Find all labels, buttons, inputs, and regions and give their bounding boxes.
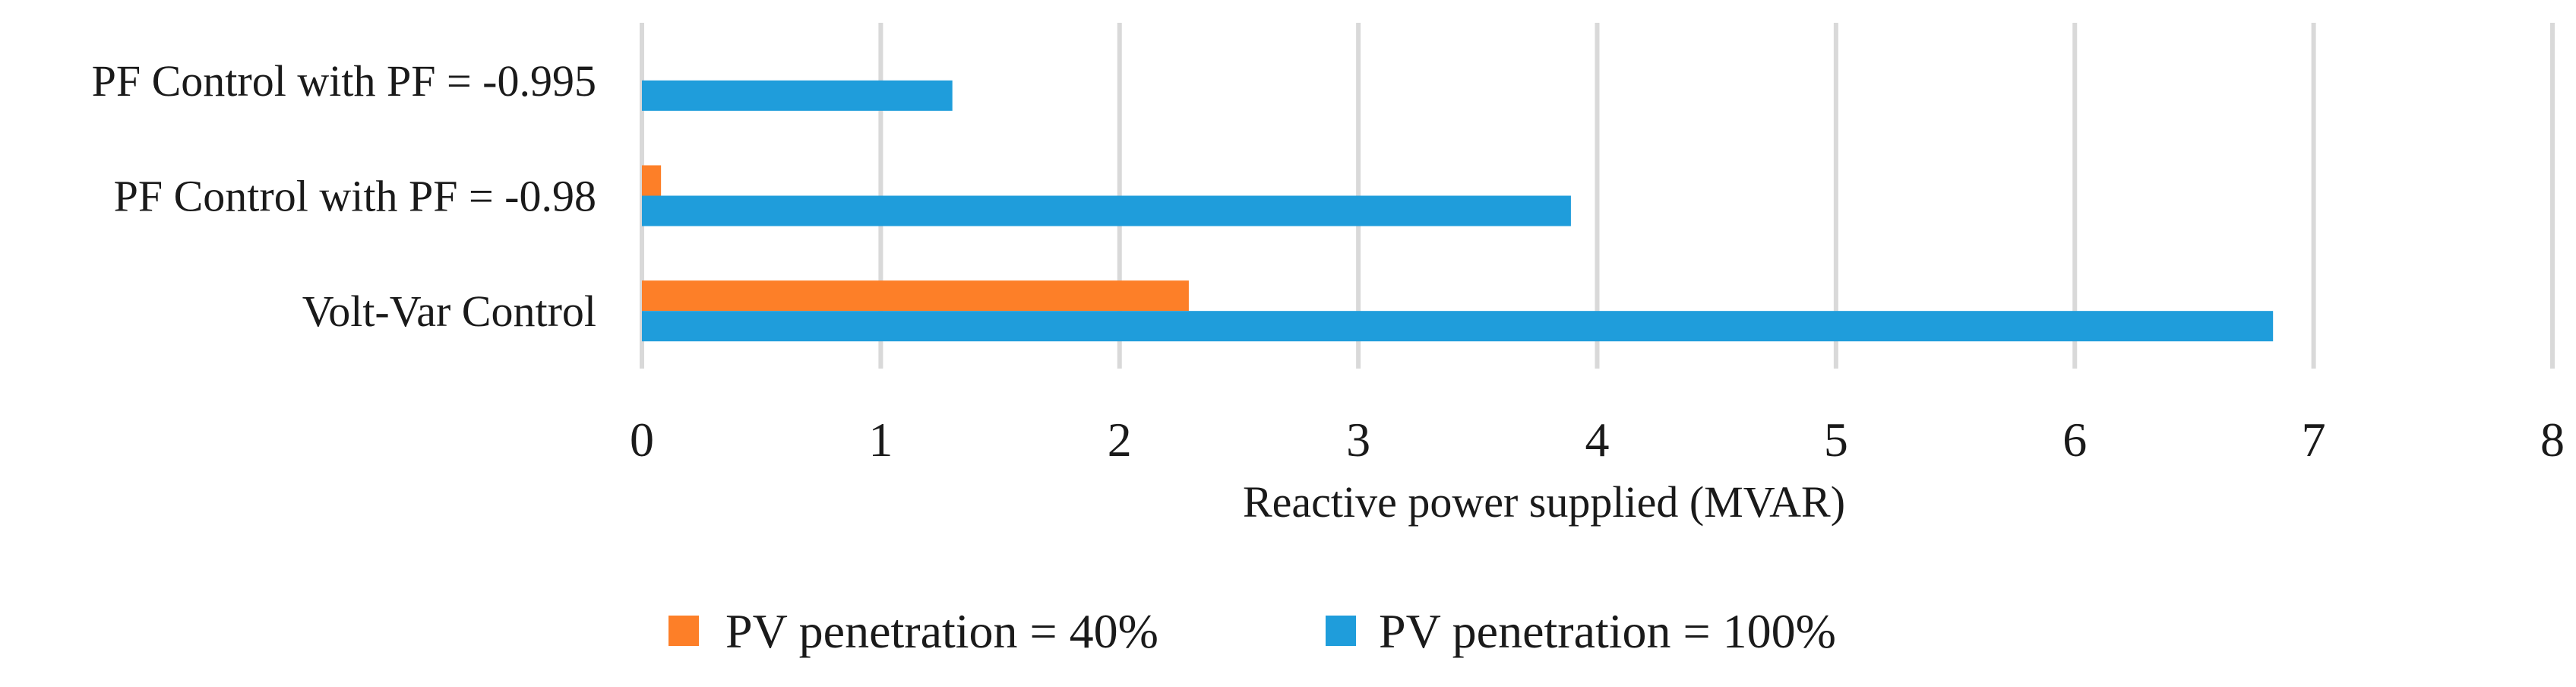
- legend: PV penetration = 40% PV penetration = 100…: [668, 604, 1836, 658]
- legend-swatch-pv40: [668, 616, 699, 646]
- category-label: Volt-Var Control: [302, 287, 596, 336]
- bar-pv100-1: [642, 195, 1571, 226]
- bar-pv40-0: [642, 280, 1189, 312]
- category-labels: Volt-Var Control PF Control with PF = -0.…: [92, 56, 596, 336]
- legend-label-pv100: PV penetration = 100%: [1379, 604, 1836, 658]
- x-axis-title: Reactive power supplied (MVAR): [1243, 477, 1845, 527]
- x-tick-label: 2: [1108, 413, 1132, 467]
- bar-pv100-2: [642, 80, 953, 111]
- bars: [642, 80, 2274, 342]
- x-tick-label: 1: [868, 413, 893, 467]
- legend-label-pv40: PV penetration = 40%: [725, 604, 1158, 658]
- x-tick-label: 7: [2302, 413, 2326, 467]
- bar-pv100-0: [642, 311, 2274, 342]
- category-label: PF Control with PF = -0.98: [114, 172, 596, 221]
- x-tick-label: 4: [1585, 413, 1610, 467]
- x-tick-label: 0: [630, 413, 654, 467]
- x-tick-label: 3: [1346, 413, 1370, 467]
- x-tick-label: 6: [2062, 413, 2087, 467]
- x-tick-labels: 0 1 2 3 4 5 6 7 8: [630, 413, 2565, 467]
- bar-pv40-1: [642, 165, 662, 196]
- x-tick-label: 8: [2540, 413, 2565, 467]
- legend-swatch-pv100: [1326, 616, 1356, 646]
- x-tick-label: 5: [1824, 413, 1848, 467]
- category-label: PF Control with PF = -0.995: [92, 56, 596, 106]
